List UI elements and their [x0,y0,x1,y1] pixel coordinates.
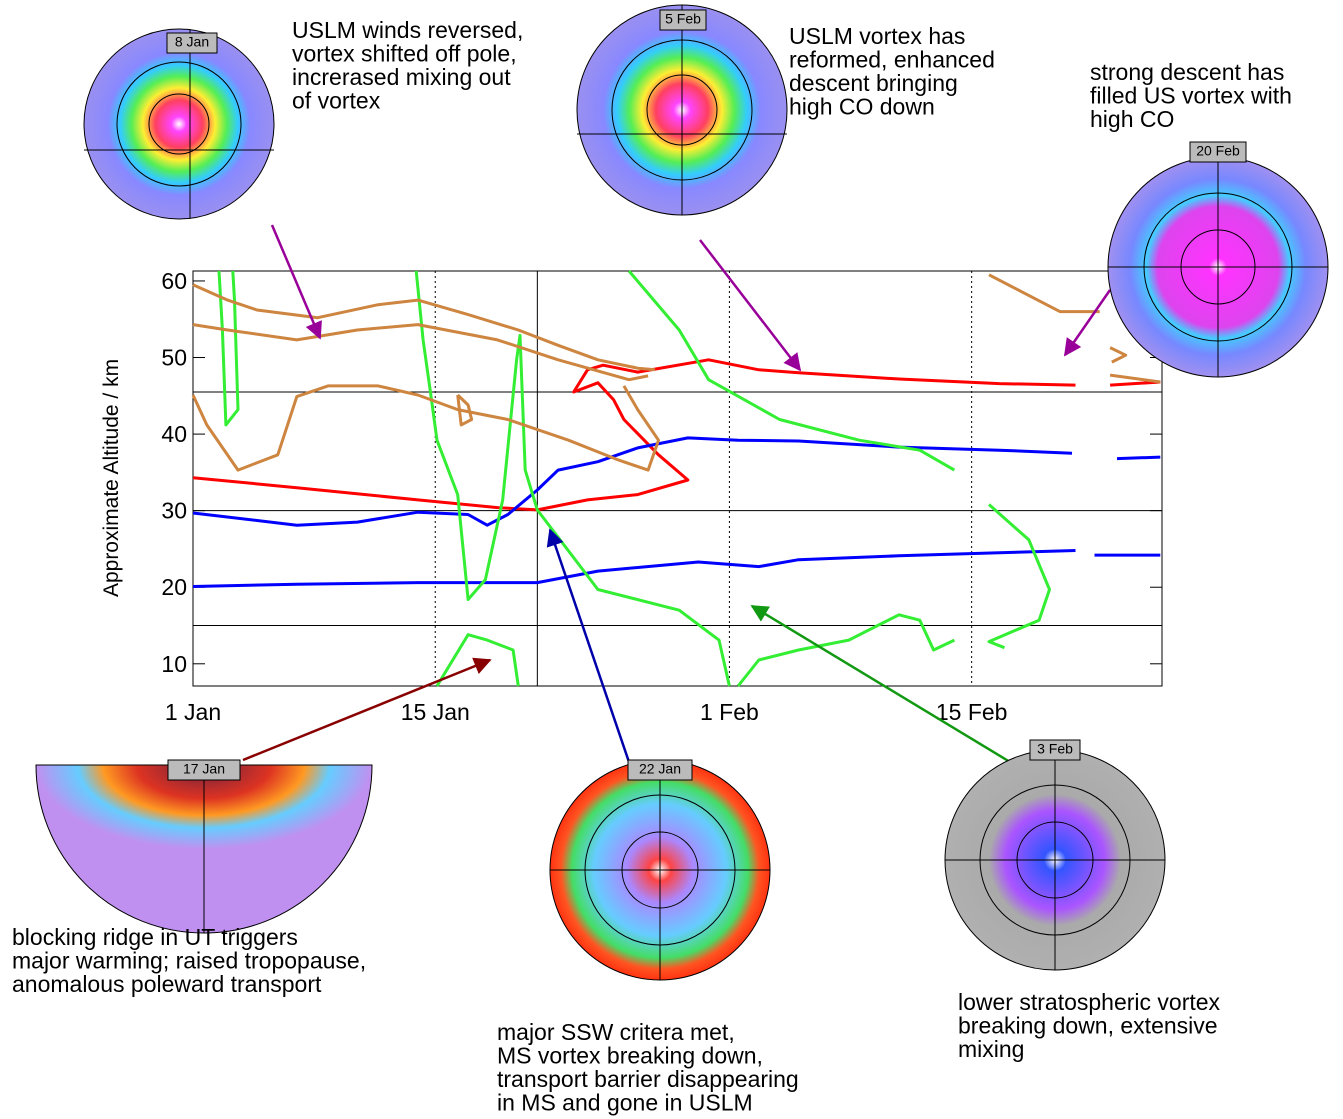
x-tick-label: 15 Jan [401,699,470,725]
y-tick-label: 40 [161,421,187,447]
contour-line [1109,373,1161,384]
annotation: increrased mixing out [292,64,511,90]
arrows [242,224,1112,767]
y-tick-label: 20 [161,574,187,600]
annotation: major warming; raised tropopause, [12,948,366,974]
annotation: anomalous poleward transport [12,971,322,997]
inset-date: 3 Feb [1037,741,1073,757]
inset-date: 20 Feb [1196,143,1240,159]
annotation: strong descent has [1090,59,1284,85]
annotation: high CO down [789,94,935,120]
contour-line [988,273,1100,314]
x-tick-label: 15 Feb [936,699,1008,725]
contour-line [627,270,956,472]
inset-maps [35,4,1329,981]
x-tick-label: 1 Jan [165,699,221,725]
annotation: high CO [1090,106,1174,132]
contour-line [456,393,474,427]
annotation: blocking ridge in UT triggers [12,924,298,950]
annotation: descent bringing [789,70,958,96]
y-tick-label: 10 [161,651,187,677]
annotation: filled US vortex with [1090,83,1292,109]
inset-date: 17 Jan [183,761,225,777]
y-tick-label: 60 [161,268,187,294]
inset-date: 5 Feb [665,11,701,27]
y-axis-label: Approximate Altitude / km [100,359,123,597]
contour-line [191,384,660,472]
contour-line [1116,455,1161,461]
contour-line [192,358,1076,512]
annotation: of vortex [292,88,381,114]
annotation: USLM winds reversed, [292,17,523,43]
annotation: major SSW critera met, [497,1019,735,1045]
plot: 10 20 30 40 50 60 1 Jan 15 Jan 1 Feb 15 Feb [161,268,1163,725]
annotation: vortex shifted off pole, [292,41,517,67]
annotation: MS vortex breaking down, [497,1043,763,1069]
contour-line [192,436,1073,527]
y-tick-label: 30 [161,498,187,524]
contour-line [414,270,731,687]
inset-labels: 8 Jan USLM winds reversed,vortex shifted … [12,11,1292,1116]
annotation: reformed, enhanced [789,47,995,73]
contour-line [987,503,1051,650]
y-tick-label: 50 [161,345,187,371]
inset-date: 8 Jan [175,34,209,50]
x-tick-label: 1 Feb [700,699,759,725]
annotation: USLM vortex has [789,23,965,49]
contour-line [435,633,520,687]
annotation: lower stratospheric vortex [958,989,1221,1015]
contour-line [192,283,656,372]
annotation: transport barrier disappearing [497,1066,799,1092]
annotation: breaking down, extensive [958,1013,1218,1039]
contour-line [192,549,1076,588]
contour-line [192,323,649,382]
contour-line [217,270,240,427]
contour-line [1110,380,1161,387]
annotation: in MS and gone in USLM [497,1090,753,1116]
annotation: mixing [958,1036,1024,1062]
contour-line [1109,346,1128,364]
contour-line [736,613,956,687]
inset-date: 22 Jan [639,761,681,777]
